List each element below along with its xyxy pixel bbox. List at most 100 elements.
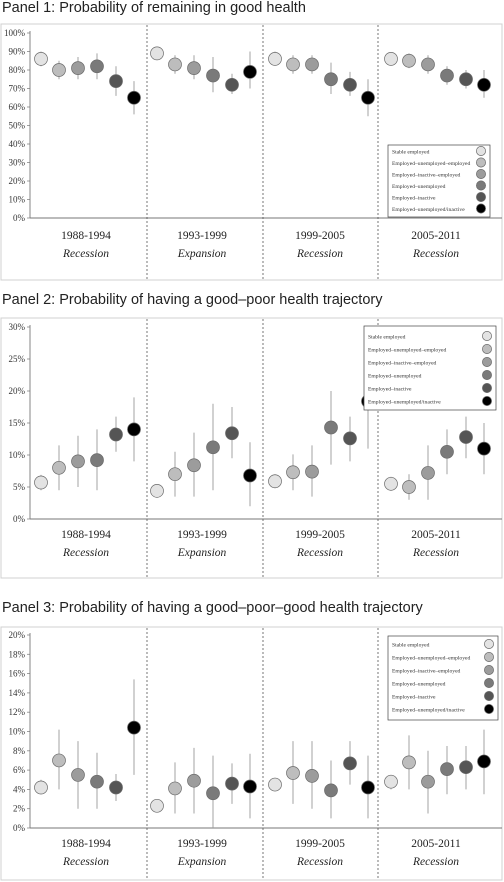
data-point (109, 74, 123, 88)
data-point (268, 474, 282, 489)
data-point (243, 779, 257, 794)
y-tick-label: 0% (13, 213, 26, 223)
panel-1-chart: 0% 10% 20% 30% 40% 50% 60% 70% 80% 90% 100% 1988-19… (0, 23, 503, 281)
phase-label: Expansion (177, 547, 227, 559)
data-point (90, 59, 104, 74)
period-label: 1999-2005 (295, 838, 345, 850)
data-point (187, 458, 201, 473)
data-point (324, 420, 338, 435)
y-tick-label: 10% (9, 727, 26, 737)
y-tick-label: 8% (13, 746, 26, 756)
data-point (168, 57, 182, 72)
period-label: 2005-2011 (411, 230, 461, 242)
data-point (384, 52, 398, 66)
legend-marker (484, 678, 494, 688)
y-tick-label: 15% (9, 418, 26, 428)
data-point (286, 766, 300, 780)
data-point (52, 460, 66, 475)
period-label: 2005-2011 (411, 529, 461, 541)
data-point (109, 780, 123, 795)
data-point (243, 64, 257, 79)
legend-label: Stable employed (392, 150, 430, 156)
legend-marker (482, 344, 492, 354)
data-point (286, 57, 300, 72)
data-point (343, 431, 357, 446)
data-point (225, 77, 239, 92)
data-point (168, 467, 182, 482)
legend-label: Employed–inactive (392, 695, 436, 701)
data-point (71, 454, 85, 469)
data-point (402, 53, 416, 68)
data-point (305, 769, 319, 783)
data-point (477, 754, 491, 769)
legend-marker (476, 146, 486, 156)
legend-marker (476, 192, 486, 202)
data-point (90, 774, 104, 789)
data-point (477, 77, 491, 92)
legend-label: Employed–unemployed–employed (392, 656, 470, 662)
legend-marker (476, 180, 486, 191)
legend-label: Stable employed (392, 643, 430, 649)
data-point (361, 780, 375, 795)
data-point (187, 61, 201, 76)
data-point (477, 441, 491, 456)
y-tick-label: 90% (9, 47, 26, 57)
legend-label: Stable employed (368, 335, 406, 341)
legend-marker (476, 169, 486, 179)
legend-label: Employed–inactive–employed (392, 173, 461, 179)
data-point (71, 61, 85, 76)
y-tick-label: 4% (13, 784, 26, 794)
data-point (305, 464, 319, 479)
legend-marker (484, 639, 494, 649)
panel-3-chart: 0% 2% 4% 6% 8% 10% 12% 14% 16% 18% 20% 1988-1994 Rec… (0, 626, 503, 881)
data-point (206, 68, 220, 83)
y-tick-label: 40% (9, 139, 26, 149)
legend-label: Employed–inactive–employed (368, 361, 437, 367)
period-label: 1999-2005 (295, 529, 345, 541)
data-point (440, 444, 454, 459)
period-label: 1993-1999 (177, 838, 227, 850)
panel-2-chart: 0% 5% 10% 15% 20% 25% 30% 1988-1994 Recession 199… (0, 317, 503, 579)
y-tick-label: 18% (9, 649, 26, 659)
data-point (187, 773, 201, 788)
y-tick-label: 0% (13, 823, 26, 833)
legend-label: Employed–inactive–employed (392, 669, 461, 675)
data-point (343, 77, 357, 92)
phase-label: Recession (412, 248, 459, 260)
data-point (286, 465, 300, 480)
data-point (459, 72, 473, 87)
period-label: 1999-2005 (295, 230, 345, 242)
phase-label: Recession (296, 248, 343, 260)
y-tick-label: 50% (9, 121, 26, 131)
legend-label: Employed–unemployed–employed (392, 161, 470, 167)
data-point (150, 798, 164, 813)
data-point (268, 52, 282, 66)
y-tick-label: 10% (9, 450, 26, 460)
data-point (421, 466, 435, 480)
y-tick-label: 10% (9, 195, 26, 205)
legend-marker (484, 665, 494, 675)
legend-label: Employed–inactive (368, 387, 412, 393)
y-tick-label: 16% (9, 669, 26, 679)
legend-marker (476, 157, 486, 168)
chart-frame (0, 23, 503, 281)
legend-marker (482, 396, 492, 406)
y-tick-label: 6% (13, 765, 26, 775)
data-point (225, 776, 239, 791)
data-point (440, 68, 454, 83)
period-label: 1988-1994 (61, 230, 111, 242)
legend-label: Employed–inactive (392, 196, 436, 202)
data-point (52, 63, 66, 77)
phase-label: Recession (412, 856, 459, 868)
data-point (127, 720, 141, 735)
data-point (150, 483, 164, 498)
period-label: 1993-1999 (177, 230, 227, 242)
data-point (52, 753, 66, 768)
data-point (402, 480, 416, 494)
data-point (34, 52, 48, 66)
data-point (109, 427, 123, 442)
data-point (440, 762, 454, 776)
phase-label: Recession (296, 856, 343, 868)
data-point (305, 57, 319, 72)
phase-label: Recession (62, 856, 109, 868)
